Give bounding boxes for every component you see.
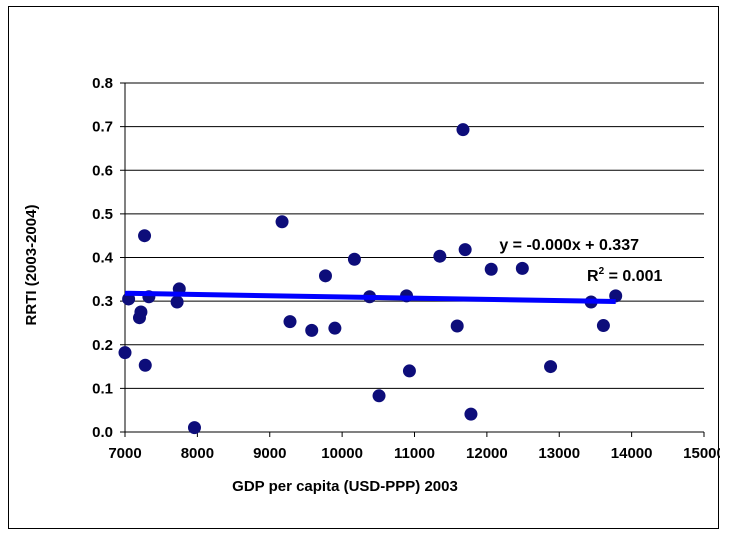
data-point xyxy=(187,421,201,435)
trendline-equation: y = -0.000x + 0.337 xyxy=(499,237,639,254)
x-tick-labels: 7000 8000 9000 10000 11000 12000 13000 14000 150… xyxy=(108,445,725,462)
y-tick-labels: 0.0 0.1 0.2 0.3 0.4 0.5 0.6 0.7 0.8 xyxy=(92,75,114,441)
data-point xyxy=(544,360,558,374)
x-tick-label: 10000 xyxy=(321,445,363,462)
data-point xyxy=(402,364,416,378)
x-tick-label: 14000 xyxy=(611,445,653,462)
x-tick-label: 15000 xyxy=(683,445,720,462)
y-tick-label: 0.0 xyxy=(92,424,113,441)
data-point xyxy=(458,243,472,257)
data-point xyxy=(596,319,610,333)
data-point xyxy=(433,249,447,263)
data-point xyxy=(305,323,319,337)
data-point xyxy=(138,229,152,243)
data-point xyxy=(138,358,152,372)
y-tick-label: 0.3 xyxy=(92,293,113,310)
x-axis-label: GDP per capita (USD-PPP) 2003 xyxy=(232,478,458,495)
data-point xyxy=(450,319,464,333)
x-tick-label: 8000 xyxy=(181,445,214,462)
data-point xyxy=(456,123,470,137)
x-tick-label: 13000 xyxy=(538,445,580,462)
x-tick-label: 9000 xyxy=(253,445,286,462)
r-squared-label: R2 = 0.001 xyxy=(587,266,663,285)
data-point xyxy=(283,315,297,329)
y-tick-label: 0.8 xyxy=(92,75,113,92)
data-point xyxy=(484,262,498,276)
y-tick-label: 0.1 xyxy=(92,380,113,397)
r-squared-value: = 0.001 xyxy=(604,268,662,285)
r-squared-prefix: R xyxy=(587,268,599,285)
data-point xyxy=(464,407,478,421)
x-tick-label: 7000 xyxy=(108,445,141,462)
trendline-group xyxy=(124,290,616,305)
axes xyxy=(124,83,705,437)
chart-frame: 0.0 0.1 0.2 0.3 0.4 0.5 0.6 0.7 0.8 7000 8000 9000… xyxy=(8,6,725,529)
data-point xyxy=(347,252,361,266)
y-tick-label: 0.5 xyxy=(92,206,113,223)
data-point xyxy=(318,269,332,283)
data-point xyxy=(328,321,342,335)
data-point xyxy=(275,215,289,229)
y-tick-label: 0.2 xyxy=(92,337,113,354)
y-axis-label: RRTI (2003-2004) xyxy=(23,205,40,326)
data-point xyxy=(118,346,132,360)
y-tick-label: 0.6 xyxy=(92,162,113,179)
r-squared-superscript: 2 xyxy=(599,266,605,277)
trendline xyxy=(124,290,616,305)
x-tick-label: 11000 xyxy=(394,445,435,462)
data-point xyxy=(170,295,184,309)
grid-lines xyxy=(120,82,704,433)
x-tick-label: 12000 xyxy=(466,445,508,462)
data-point xyxy=(134,305,148,319)
data-point xyxy=(372,389,386,403)
y-tick-label: 0.4 xyxy=(92,250,114,267)
data-point xyxy=(515,261,529,275)
y-tick-label: 0.7 xyxy=(92,119,113,136)
scatter-chart: 0.0 0.1 0.2 0.3 0.4 0.5 0.6 0.7 0.8 7000 8000 9000… xyxy=(23,75,725,495)
